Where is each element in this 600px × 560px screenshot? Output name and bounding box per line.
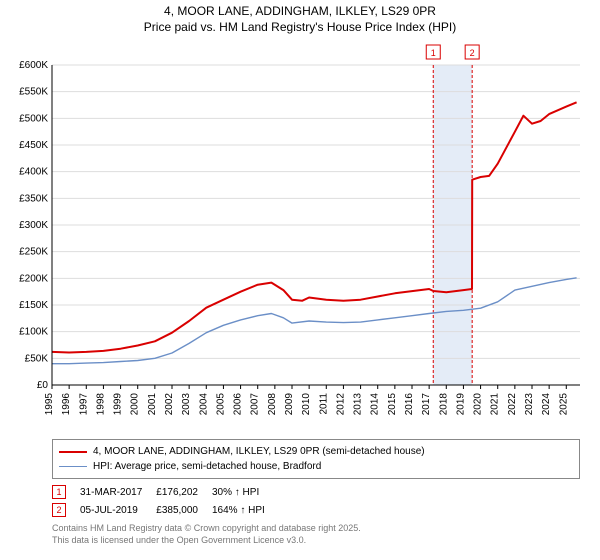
x-tick-label: 2001 (147, 393, 158, 416)
event-marker-label: 1 (431, 48, 436, 58)
x-tick-label: 2023 (524, 393, 535, 416)
chart-svg: £0 £50K £100K £150K £200K £250K £300K £350K £400… (0, 35, 600, 435)
title-line-1: 4, MOOR LANE, ADDINGHAM, ILKLEY, LS29 0P… (0, 4, 600, 20)
event-date: 05-JUL-2019 (80, 501, 156, 519)
chart-area: £0 £50K £100K £150K £200K £250K £300K £350K £400… (0, 35, 600, 435)
x-tick-label: 2004 (198, 393, 209, 416)
event-pct: 30% ↑ HPI (212, 483, 279, 501)
x-tick-label: 2007 (250, 393, 261, 416)
y-tick-label: £450K (19, 140, 48, 151)
legend-label: HPI: Average price, semi-detached house,… (93, 459, 321, 474)
footer-line-1: Contains HM Land Registry data © Crown c… (52, 523, 580, 535)
x-tick-label: 2000 (130, 393, 141, 416)
x-tick-label: 2008 (267, 393, 278, 416)
y-tick-label: £300K (19, 220, 48, 231)
x-tick-label: 1997 (78, 393, 89, 416)
y-tick-label: £500K (19, 114, 48, 125)
legend-swatch (59, 451, 87, 453)
event-date: 31-MAR-2017 (80, 483, 156, 501)
x-tick-label: 1995 (44, 393, 55, 416)
event-price: £385,000 (156, 501, 212, 519)
x-tick-label: 2021 (490, 393, 501, 416)
event-pct: 164% ↑ HPI (212, 501, 279, 519)
event-price: £176,202 (156, 483, 212, 501)
x-tick-label: 2019 (455, 393, 466, 416)
x-tick-label: 2002 (164, 393, 175, 416)
legend-item: HPI: Average price, semi-detached house,… (59, 459, 573, 474)
event-number-box: 2 (52, 503, 66, 517)
y-tick-label: £400K (19, 167, 48, 178)
x-tick-label: 2003 (181, 393, 192, 416)
title-line-2: Price paid vs. HM Land Registry's House … (0, 20, 600, 36)
event-row: 1 31-MAR-2017£176,20230% ↑ HPI (52, 483, 279, 501)
x-tick-label: 2013 (353, 393, 364, 416)
y-tick-label: £50K (25, 354, 49, 365)
x-tick-label: 2020 (473, 393, 484, 416)
events-table: 1 31-MAR-2017£176,20230% ↑ HPI 2 05-JUL-201… (52, 483, 580, 519)
footer-attribution: Contains HM Land Registry data © Crown c… (52, 523, 580, 546)
x-tick-label: 2012 (335, 393, 346, 416)
x-tick-label: 2010 (301, 393, 312, 416)
chart-title: 4, MOOR LANE, ADDINGHAM, ILKLEY, LS29 0P… (0, 0, 600, 35)
x-tick-label: 2005 (215, 393, 226, 416)
y-tick-label: £250K (19, 247, 48, 258)
footer-line-2: This data is licensed under the Open Gov… (52, 535, 580, 547)
y-tick-label: £0 (37, 380, 49, 391)
y-tick-label: £600K (19, 60, 48, 71)
x-tick-label: 2011 (318, 393, 329, 415)
y-tick-label: £150K (19, 300, 48, 311)
legend-item: 4, MOOR LANE, ADDINGHAM, ILKLEY, LS29 0P… (59, 444, 573, 459)
legend-swatch (59, 466, 87, 467)
x-tick-label: 2017 (421, 393, 432, 416)
y-tick-label: £350K (19, 194, 48, 205)
legend-box: 4, MOOR LANE, ADDINGHAM, ILKLEY, LS29 0P… (52, 439, 580, 479)
y-tick-label: £550K (19, 87, 48, 98)
event-row: 2 05-JUL-2019£385,000164% ↑ HPI (52, 501, 279, 519)
x-tick-label: 1998 (95, 393, 106, 416)
legend-label: 4, MOOR LANE, ADDINGHAM, ILKLEY, LS29 0P… (93, 444, 425, 459)
x-tick-label: 2015 (387, 393, 398, 416)
y-tick-label: £200K (19, 274, 48, 285)
x-tick-label: 2025 (558, 393, 569, 416)
event-number-box: 1 (52, 485, 66, 499)
x-tick-label: 2018 (438, 393, 449, 416)
x-tick-label: 2006 (233, 393, 244, 416)
event-marker-label: 2 (470, 48, 475, 58)
x-tick-label: 2022 (507, 393, 518, 416)
x-tick-label: 2014 (370, 393, 381, 416)
x-tick-label: 2024 (541, 393, 552, 416)
x-tick-label: 1999 (113, 393, 124, 416)
x-tick-label: 1996 (61, 393, 72, 416)
y-tick-label: £100K (19, 327, 48, 338)
x-tick-label: 2009 (284, 393, 295, 416)
x-tick-label: 2016 (404, 393, 415, 416)
